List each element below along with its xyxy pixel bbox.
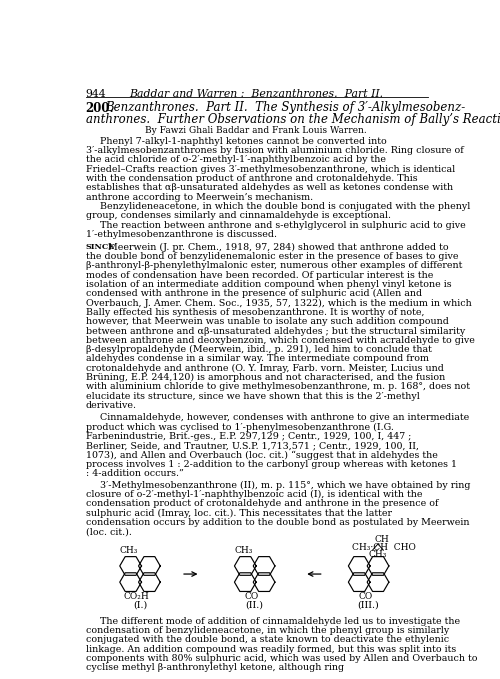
Text: Baddar and Warren :  Benzanthrones.  Part II.: Baddar and Warren : Benzanthrones. Part … [129,89,384,99]
Text: CH₃·CH  CHO: CH₃·CH CHO [352,543,416,552]
Text: SINCE: SINCE [86,243,115,251]
Text: CO: CO [244,592,258,601]
Text: the double bond of benzylidenemalonic ester in the presence of bases to give: the double bond of benzylidenemalonic es… [86,252,458,261]
Text: 3′-alkylmesobenzanthrones by fusion with aluminium chloride. Ring closure of: 3′-alkylmesobenzanthrones by fusion with… [86,146,464,155]
Text: CH₃: CH₃ [120,546,139,555]
Text: 944: 944 [86,89,106,99]
Text: with aluminium chloride to give methylmesobenzanthrone, m. p. 168°, does not: with aluminium chloride to give methylme… [86,382,470,391]
Text: Benzylideneacetone, in which the double bond is conjugated with the phenyl: Benzylideneacetone, in which the double … [100,202,470,211]
Text: sulphuric acid (Imray, loc. cit.). This necessitates that the latter: sulphuric acid (Imray, loc. cit.). This … [86,509,392,517]
Text: linkage. An addition compound was readily formed, but this was split into its: linkage. An addition compound was readil… [86,644,456,654]
Text: CO₂H: CO₂H [124,592,150,601]
Text: establishes that αβ-unsaturated aldehydes as well as ketones condense with: establishes that αβ-unsaturated aldehyde… [86,183,453,192]
Text: CH₃: CH₃ [368,549,387,559]
Text: anthrones.  Further Observations on the Mechanism of Bally’s Reaction.: anthrones. Further Observations on the M… [86,113,500,126]
Text: Benzanthrones.  Part II.  The Synthesis of 3′-Alkylmesobenz-: Benzanthrones. Part II. The Synthesis of… [105,101,466,115]
Text: components with 80% sulphuric acid, which was used by Allen and Overbauch to: components with 80% sulphuric acid, whic… [86,654,477,663]
Text: (loc. cit.).: (loc. cit.). [86,527,132,536]
Text: with the condensation product of anthrone and crotonaldehyde. This: with the condensation product of anthron… [86,174,418,183]
Text: Berliner, Seide, and Trautner, U.S.P. 1,713,571 ; Centr., 1929, 100, II,: Berliner, Seide, and Trautner, U.S.P. 1,… [86,441,419,450]
Text: β-anthronyl-β-phenylethylmalonic ester, numerous other examples of different: β-anthronyl-β-phenylethylmalonic ester, … [86,261,462,270]
Text: condensation occurs by addition to the double bond as postulated by Meerwein: condensation occurs by addition to the d… [86,518,469,527]
Text: (II.): (II.) [246,601,264,610]
Text: (III.): (III.) [358,601,380,610]
Text: condensed with anthrone in the presence of sulphuric acid (Allen and: condensed with anthrone in the presence … [86,289,422,299]
Text: between anthrone and αβ-unsaturated aldehydes ; but the structural similarity: between anthrone and αβ-unsaturated alde… [86,327,465,335]
Text: Farbenindustrie, Brit.-ges., E.P. 297,129 ; Centr., 1929, 100, I, 447 ;: Farbenindustrie, Brit.-ges., E.P. 297,12… [86,432,411,441]
Text: CH₃: CH₃ [234,546,253,555]
Text: conjugated with the double bond, a state known to deactivate the ethylenic: conjugated with the double bond, a state… [86,636,449,644]
Text: however, that Meerwein was unable to isolate any such addition compound: however, that Meerwein was unable to iso… [86,317,449,326]
Text: CH: CH [375,535,390,544]
Text: the acid chloride of o-2′-methyl-1′-naphthylbenzoic acid by the: the acid chloride of o-2′-methyl-1′-naph… [86,155,386,164]
Text: between anthrone and deoxybenzoin, which condensed with acraldehyde to give: between anthrone and deoxybenzoin, which… [86,336,474,345]
Text: Friedel–Crafts reaction gives 3′-methylmesobenzanthrone, which is identical: Friedel–Crafts reaction gives 3′-methylm… [86,165,455,174]
Text: elucidate its structure, since we have shown that this is the 2′-methyl: elucidate its structure, since we have s… [86,392,420,401]
Text: The reaction between anthrone and s-ethylglycerol in sulphuric acid to give: The reaction between anthrone and s-ethy… [100,221,466,230]
Text: : 4-addition occurs.”: : 4-addition occurs.” [86,469,184,478]
Text: 200.: 200. [86,101,115,115]
Text: Phenyl 7-alkyl-1-naphthyl ketones cannot be converted into: Phenyl 7-alkyl-1-naphthyl ketones cannot… [100,136,387,146]
Text: Brüning, E.P. 244,120) is amorphous and not characterised, and the fusion: Brüning, E.P. 244,120) is amorphous and … [86,373,445,382]
Text: 1073), and Allen and Overbauch (loc. cit.) “suggest that in aldehydes the: 1073), and Allen and Overbauch (loc. cit… [86,450,438,460]
Text: group, condenses similarly and cinnamaldehyde is exceptional.: group, condenses similarly and cinnamald… [86,211,391,220]
Text: Meerwein (J. pr. Chem., 1918, 97, 284) showed that anthrone added to: Meerwein (J. pr. Chem., 1918, 97, 284) s… [105,243,448,252]
Text: cyclise methyl β-anthronylethyl ketone, although ring: cyclise methyl β-anthronylethyl ketone, … [86,663,344,672]
Text: modes of condensation have been recorded. Of particular interest is the: modes of condensation have been recorded… [86,271,433,280]
Text: Overbauch, J. Amer. Chem. Soc., 1935, 57, 1322), which is the medium in which: Overbauch, J. Amer. Chem. Soc., 1935, 57… [86,299,471,308]
Text: aldehydes condense in a similar way. The intermediate compound from: aldehydes condense in a similar way. The… [86,354,429,363]
Text: CO: CO [358,592,372,601]
Text: derivative.: derivative. [86,401,137,410]
Text: 3′-Methylmesobenzanthrone (II), m. p. 115°, which we have obtained by ring: 3′-Methylmesobenzanthrone (II), m. p. 11… [100,481,470,490]
Text: Bally effected his synthesis of mesobenzanthrone. It is worthy of note,: Bally effected his synthesis of mesobenz… [86,308,424,317]
Text: condensation product of crotonaldehyde and anthrone in the presence of: condensation product of crotonaldehyde a… [86,499,438,508]
Text: crotonaldehyde and anthrone (O. Y. Imray, Farb. vorn. Meister, Lucius und: crotonaldehyde and anthrone (O. Y. Imray… [86,364,444,373]
Text: anthrone according to Meerwein’s mechanism.: anthrone according to Meerwein’s mechani… [86,193,313,202]
Text: By Fawzi Ghali Baddar and Frank Louis Warren.: By Fawzi Ghali Baddar and Frank Louis Wa… [146,126,367,134]
Text: closure of o-2′-methyl-1′-naphthylbenzoic acid (I), is identical with the: closure of o-2′-methyl-1′-naphthylbenzoi… [86,490,422,499]
Text: Cinnamaldehyde, however, condenses with anthrone to give an intermediate: Cinnamaldehyde, however, condenses with … [100,414,469,422]
Text: condensation of benzylideneacetone, in which the phenyl group is similarly: condensation of benzylideneacetone, in w… [86,626,449,635]
Text: product which was cyclised to 1′-phenylmesobenzanthrone (I.G.: product which was cyclised to 1′-phenylm… [86,422,394,432]
Text: β-desylpropaldehyde (Meerwein, ibid., p. 291), led him to conclude that: β-desylpropaldehyde (Meerwein, ibid., p.… [86,345,432,354]
Text: 1′-ethylmesobenzanthrone is discussed.: 1′-ethylmesobenzanthrone is discussed. [86,230,277,239]
Text: (I.): (I.) [133,601,147,610]
Text: process involves 1 : 2-addition to the carbonyl group whereas with ketones 1: process involves 1 : 2-addition to the c… [86,460,457,469]
Text: The different mode of addition of cinnamaldehyde led us to investigate the: The different mode of addition of cinnam… [100,617,460,626]
Text: isolation of an intermediate addition compound when phenyl vinyl ketone is: isolation of an intermediate addition co… [86,280,452,289]
